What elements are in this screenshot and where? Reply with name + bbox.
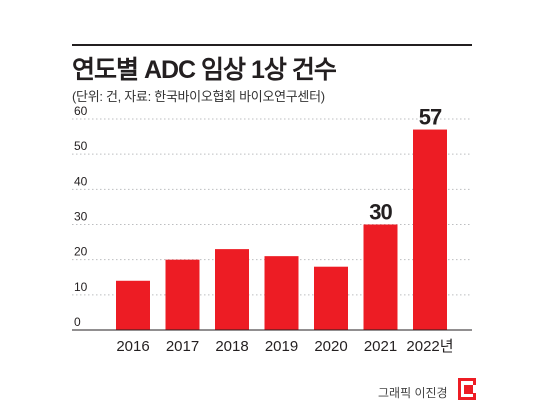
graphic-credit: 그래픽 이진경 bbox=[378, 386, 448, 400]
y-tick-label: 20 bbox=[74, 245, 88, 259]
data-label: 30 bbox=[369, 200, 392, 225]
x-tick-label: 2016 bbox=[116, 338, 149, 355]
x-tick-label: 2018 bbox=[215, 338, 248, 355]
chart-subtitle: (단위: 건, 자료: 한국바이오협회 바이오연구센터) bbox=[72, 89, 325, 104]
x-tick-label: 2022년 bbox=[406, 338, 453, 355]
x-tick-label: 2021 bbox=[364, 338, 397, 355]
x-tick-label: 2019 bbox=[265, 338, 298, 355]
bar bbox=[116, 280, 150, 330]
bar bbox=[413, 129, 447, 330]
y-tick-label: 50 bbox=[74, 139, 88, 153]
y-tick-label: 0 bbox=[74, 315, 81, 329]
x-tick-label: 2020 bbox=[314, 338, 347, 355]
y-tick-label: 10 bbox=[74, 280, 88, 294]
bar bbox=[215, 249, 249, 330]
publisher-logo-icon bbox=[458, 378, 476, 400]
data-label: 57 bbox=[419, 105, 442, 130]
y-tick-label: 40 bbox=[74, 174, 88, 188]
bar bbox=[363, 224, 398, 330]
x-tick-label: 2017 bbox=[166, 338, 199, 355]
bar bbox=[165, 259, 200, 330]
chart-title: 연도별 ADC 임상 1상 건수 bbox=[72, 56, 337, 84]
title-rule bbox=[72, 44, 472, 46]
bar bbox=[264, 256, 299, 330]
bar bbox=[314, 266, 348, 330]
y-tick-label: 30 bbox=[74, 210, 88, 224]
y-tick-label: 60 bbox=[74, 104, 88, 118]
